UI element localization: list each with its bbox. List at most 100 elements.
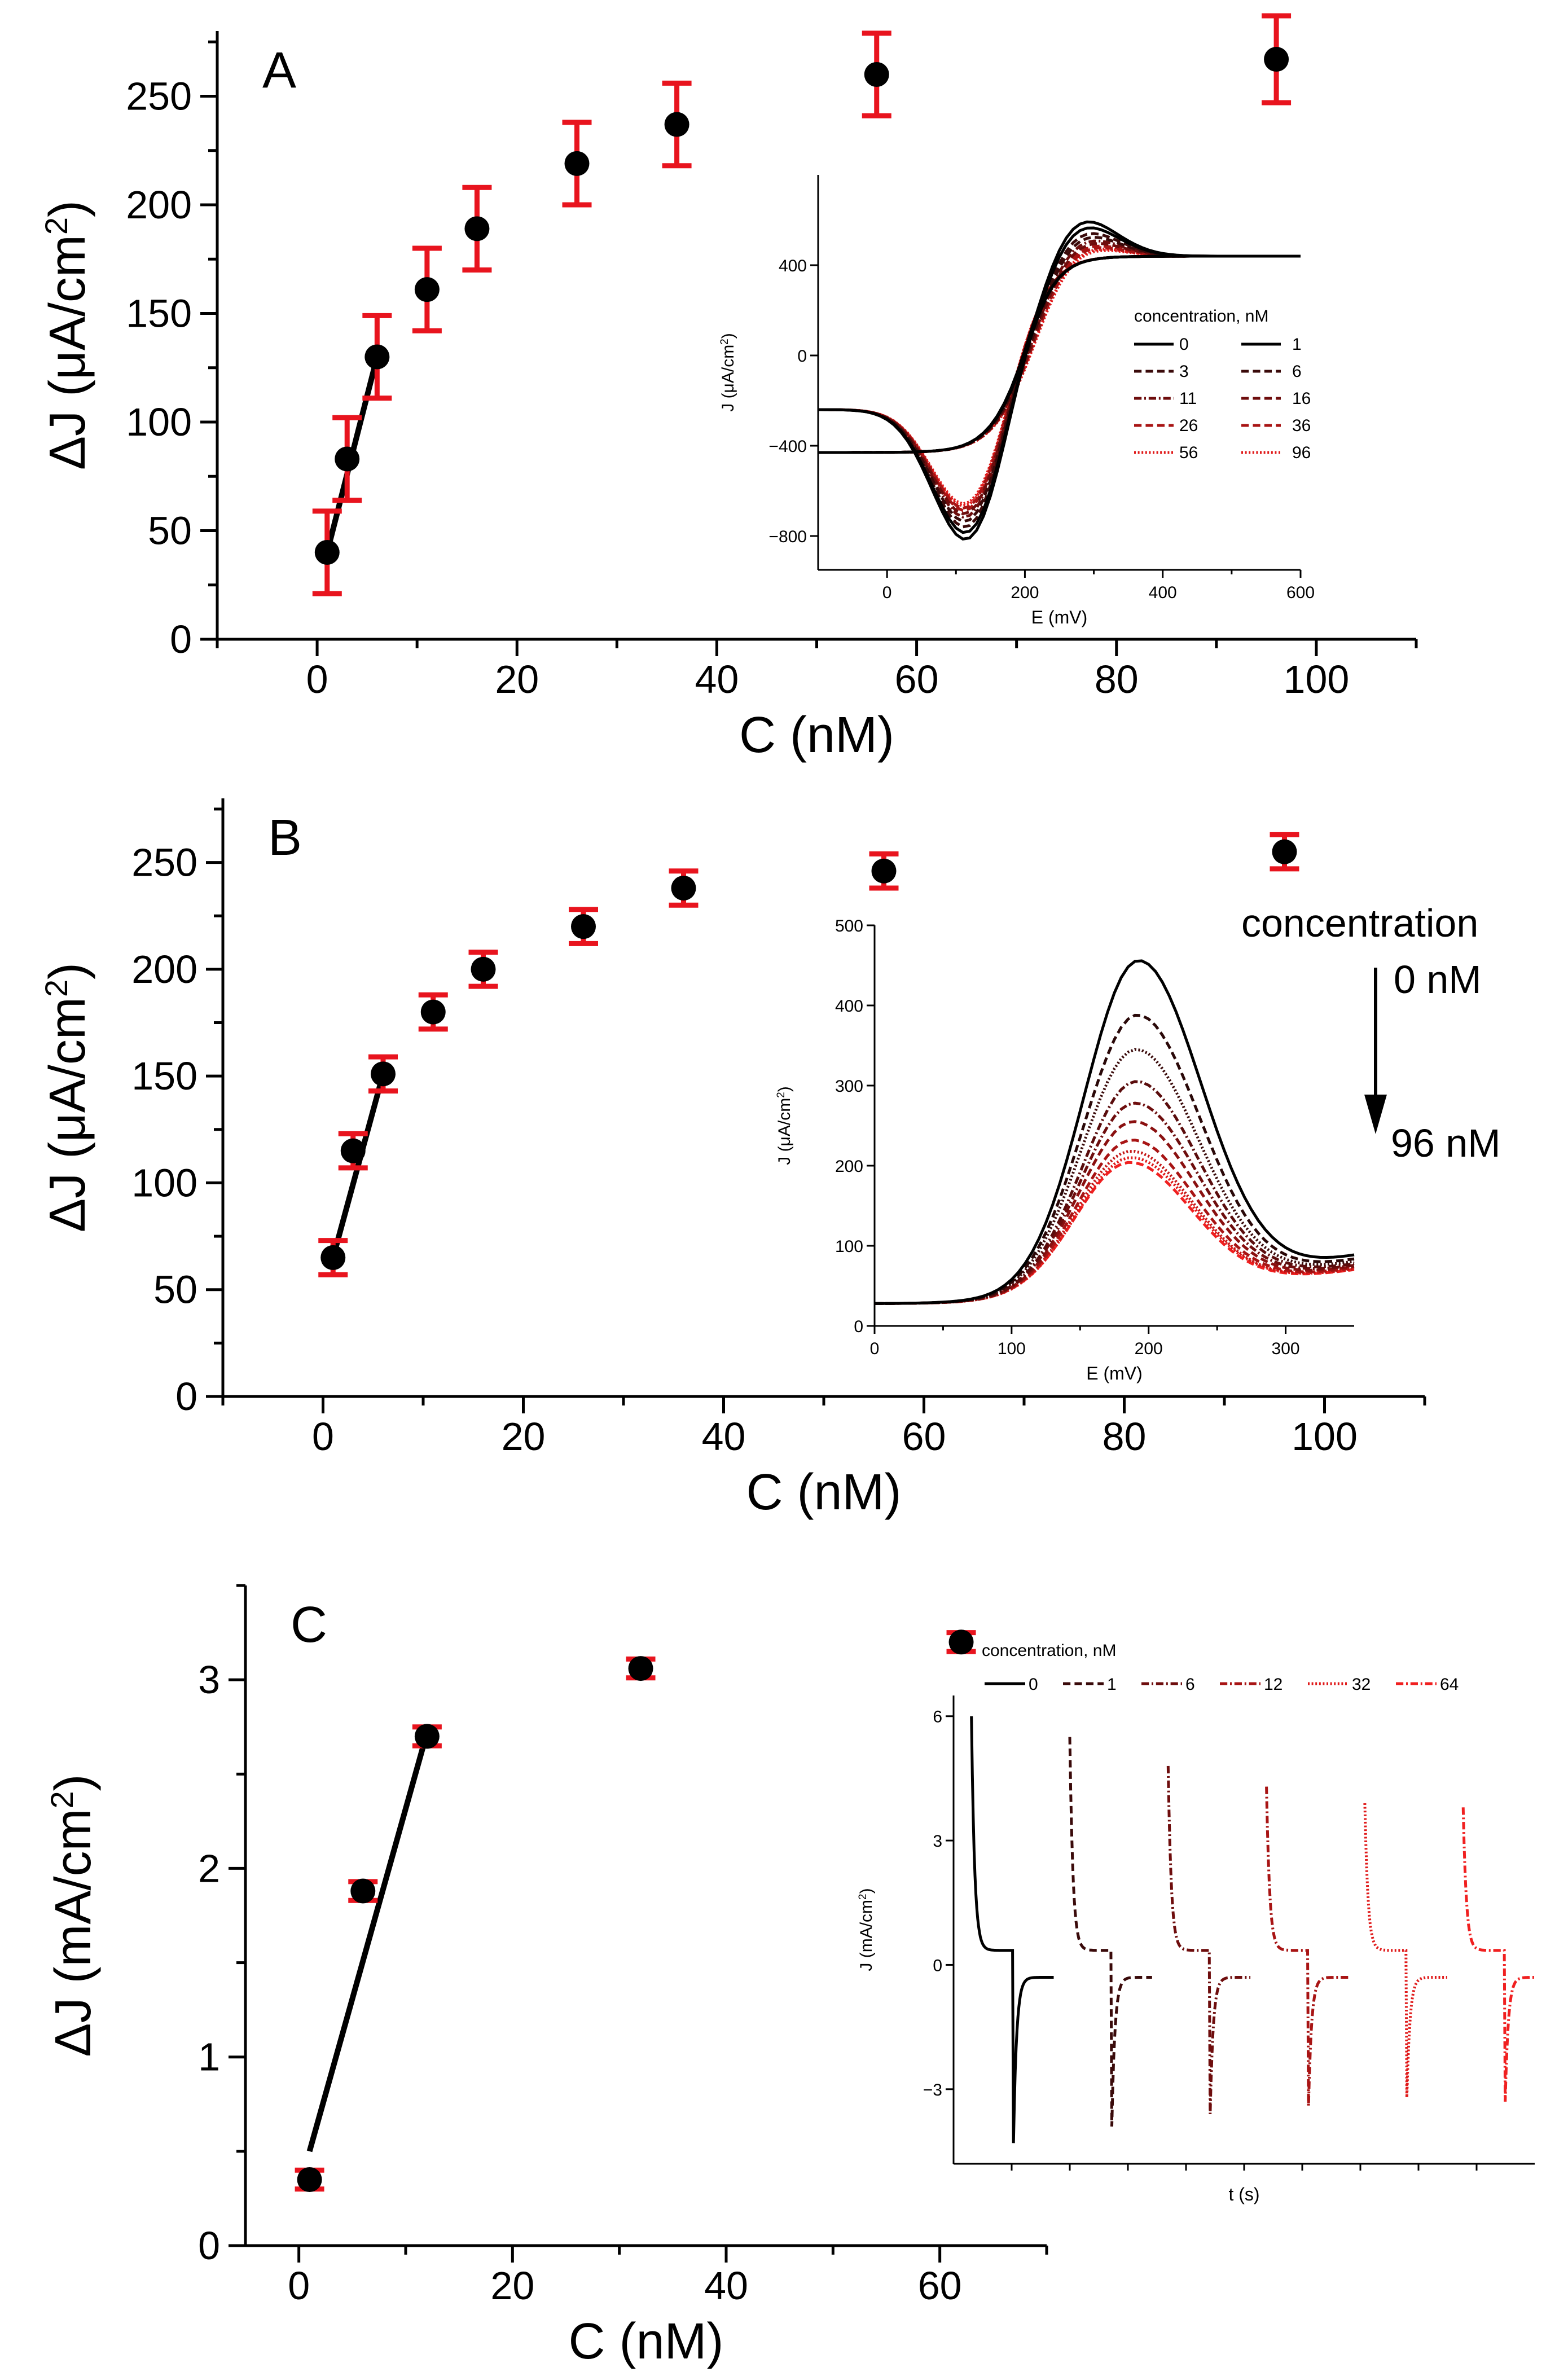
y-axis-label: ΔJ (μA/cm2) — [38, 200, 96, 470]
transient-curve — [1265, 1786, 1349, 2106]
inset-y-axis-label: J (mA/cm2) — [857, 1888, 876, 1971]
inset-y-tick-label: 400 — [835, 997, 863, 1016]
x-tick-label: 20 — [490, 2264, 534, 2308]
data-point — [1264, 47, 1289, 72]
y-tick-label: 200 — [126, 183, 192, 227]
y-tick-label: 150 — [126, 292, 192, 336]
inset-legend-label: 36 — [1292, 416, 1311, 435]
inset-legend-label: 32 — [1352, 1675, 1371, 1694]
inset-legend-title: concentration, nM — [982, 1641, 1116, 1660]
inset-series-group — [970, 1716, 1535, 2143]
x-tick-label: 80 — [1095, 657, 1139, 701]
data-point — [1272, 839, 1297, 864]
data-point — [628, 1656, 653, 1681]
x-axis-label: C (nM) — [746, 1464, 902, 1521]
panel-b: 0 20 40 60 80 100 0 50 100 150 200 250 C (nM) ΔJ (μA/… — [38, 798, 1501, 1521]
data-point — [571, 914, 596, 939]
y-tick-label: 50 — [153, 1268, 197, 1312]
inset-y-tick-label: 100 — [835, 1237, 863, 1256]
cv-curve-0 — [818, 220, 1301, 541]
data-point — [420, 999, 446, 1025]
y-tick-label: 0 — [170, 617, 192, 661]
inset-y-tick-label: 0 — [854, 1317, 863, 1336]
inset-y-tick-label: −400 — [768, 437, 807, 456]
inset-legend-label: 96 — [1292, 443, 1311, 462]
x-tick-label: 40 — [695, 657, 739, 701]
data-point — [864, 62, 889, 87]
data-point — [671, 876, 696, 901]
inset-legend-label: 0 — [1179, 335, 1189, 354]
panel-label: B — [268, 810, 302, 866]
dpv-curve — [875, 1150, 1355, 1305]
x-tick-label: 20 — [495, 657, 539, 701]
inset-y-tick-label: −3 — [923, 2081, 942, 2099]
x-axis-label: C (nM) — [569, 2313, 724, 2370]
y-tick-label: 3 — [198, 1658, 220, 1702]
inset-y-tick-label: 400 — [779, 257, 807, 275]
annotation-title: concentration — [1241, 901, 1478, 945]
inset-x-axis-label: t (s) — [1228, 2184, 1259, 2204]
inset-y-tick-label: −800 — [768, 528, 807, 546]
y-tick-label: 250 — [126, 74, 192, 118]
dpv-curve — [875, 1048, 1355, 1305]
inset-legend-label: 1 — [1107, 1675, 1117, 1694]
inset-legend-label: 0 — [1029, 1675, 1038, 1694]
inset-legend-label: 11 — [1179, 389, 1197, 408]
data-point — [335, 446, 360, 472]
inset-legend-label: 1 — [1292, 335, 1302, 354]
x-tick-label: 60 — [895, 657, 939, 701]
panel-label: C — [291, 1597, 327, 1653]
inset-legend-label: 16 — [1292, 389, 1311, 408]
y-tick-label: 0 — [198, 2224, 220, 2268]
inset-x-tick-label: 200 — [1011, 583, 1039, 602]
dpv-curve — [875, 1120, 1355, 1305]
inset-legend-label: 56 — [1179, 443, 1198, 462]
x-tick-label: 40 — [702, 1415, 746, 1459]
y-tick-label: 200 — [131, 947, 197, 991]
data-point — [414, 277, 440, 302]
transient-curve — [1166, 1765, 1251, 2114]
transient-curve — [1461, 1807, 1535, 2102]
data-point — [414, 1724, 440, 1749]
inset-series-group — [818, 220, 1301, 541]
inset-x-tick-label: 0 — [882, 583, 892, 602]
x-tick-label: 100 — [1292, 1415, 1358, 1459]
transient-curve — [1363, 1803, 1447, 2098]
inset-y-axis-label: J (μA/cm2) — [775, 1086, 794, 1165]
y-tick-label: 100 — [131, 1161, 197, 1205]
data-point — [564, 151, 590, 176]
inset-y-tick-label: 0 — [797, 347, 807, 366]
inset-legend-title: concentration, nM — [1134, 307, 1268, 326]
data-point — [471, 956, 496, 982]
transient-curve — [1068, 1737, 1152, 2127]
inset-x-axis-label: E (mV) — [1031, 607, 1088, 627]
inset-x-tick-label: 0 — [870, 1339, 880, 1358]
x-axis-label: C (nM) — [739, 707, 894, 763]
annotation-start: 0 nM — [1394, 957, 1482, 1001]
x-tick-label: 0 — [288, 2264, 310, 2308]
dpv-curve — [875, 1013, 1355, 1305]
y-tick-label: 0 — [175, 1374, 197, 1418]
inset-legend-label: 64 — [1440, 1675, 1459, 1694]
y-tick-label: 250 — [131, 841, 197, 885]
x-tick-label: 100 — [1284, 657, 1350, 701]
inset-y-tick-label: 0 — [933, 1956, 942, 1975]
data-point — [297, 2167, 322, 2192]
data-point — [871, 858, 897, 884]
inset-legend-label: 26 — [1179, 416, 1198, 435]
inset-x-tick-label: 200 — [1135, 1339, 1163, 1358]
inset-y-tick-label: 300 — [835, 1077, 863, 1096]
data-point — [664, 112, 689, 137]
x-tick-label: 60 — [918, 2264, 962, 2308]
data-point — [320, 1245, 346, 1270]
inset-x-tick-label: 100 — [998, 1339, 1026, 1358]
transient-curve — [970, 1716, 1054, 2143]
fit-line — [306, 1732, 430, 2153]
data-point — [340, 1138, 366, 1163]
y-tick-label: 100 — [126, 400, 192, 444]
data-point — [371, 1061, 396, 1087]
annotation-end: 96 nM — [1391, 1121, 1501, 1165]
inset-x-axis-label: E (mV) — [1086, 1363, 1143, 1383]
y-axis-label: ΔJ (μA/cm2) — [38, 963, 96, 1232]
